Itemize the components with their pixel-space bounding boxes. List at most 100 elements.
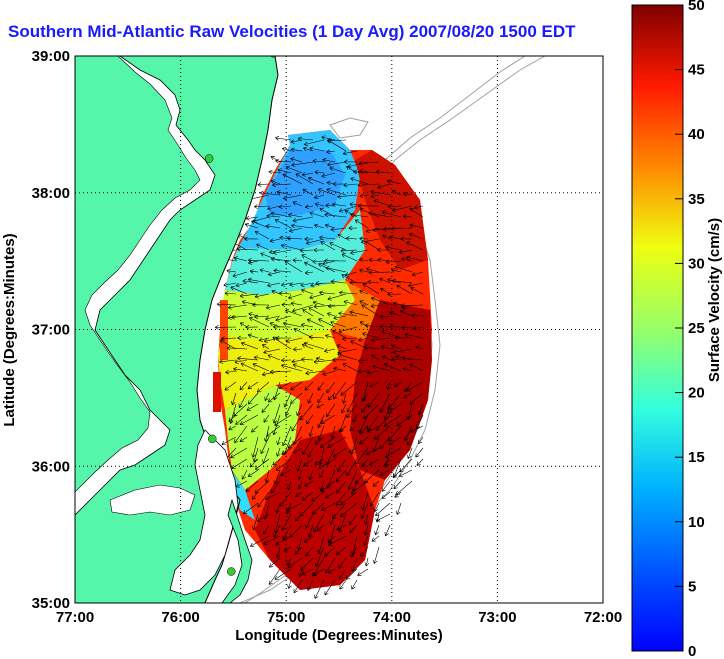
velocity-vector-arrow bbox=[381, 330, 402, 339]
velocity-vector-arrow bbox=[302, 436, 314, 455]
velocity-vector-arrow bbox=[286, 502, 303, 512]
velocity-vector-arrow bbox=[228, 414, 237, 422]
y-tick-label: 37:00 bbox=[32, 322, 70, 339]
velocity-vector-arrow bbox=[321, 172, 336, 178]
velocity-vector-arrow bbox=[340, 491, 358, 505]
velocity-vector-arrow bbox=[236, 246, 259, 252]
velocity-vector-arrow bbox=[370, 303, 380, 309]
velocity-vector-arrow bbox=[359, 169, 380, 174]
velocity-vector-arrow bbox=[357, 203, 380, 209]
velocity-vector-arrow bbox=[370, 337, 391, 343]
velocity-vector-arrow bbox=[239, 322, 248, 328]
velocity-vector-arrow bbox=[244, 236, 259, 242]
velocity-vector-arrow bbox=[336, 546, 347, 556]
velocity-vector-arrow bbox=[269, 369, 292, 375]
velocity-vector-arrow bbox=[326, 381, 336, 394]
velocity-vector-arrow bbox=[377, 247, 391, 253]
velocity-vector-arrow bbox=[386, 179, 402, 185]
velocity-vector-arrow bbox=[333, 315, 347, 320]
velocity-vector-arrow bbox=[332, 381, 347, 400]
velocity-vector-arrow bbox=[233, 403, 248, 417]
velocity-vector-arrow bbox=[348, 225, 358, 231]
velocity-vector-arrow bbox=[276, 447, 281, 457]
velocity-vector-arrow bbox=[242, 278, 259, 284]
velocity-vector-arrow bbox=[312, 158, 325, 164]
velocity-vector-arrow bbox=[314, 458, 325, 465]
velocity-vector-arrow bbox=[402, 214, 413, 219]
velocity-vector-arrow bbox=[254, 293, 270, 299]
velocity-vector-arrow bbox=[357, 368, 369, 374]
velocity-vector-arrow bbox=[328, 535, 347, 546]
velocity-vector-arrow bbox=[343, 300, 358, 306]
velocity-vector-arrow bbox=[231, 392, 237, 406]
velocity-vector-arrow bbox=[257, 381, 270, 393]
velocity-vector-arrow bbox=[394, 491, 402, 498]
velocity-vector-arrow bbox=[297, 480, 303, 490]
y-axis-ticks: 39:00 38:00 37:00 36:00 35:00 bbox=[32, 48, 70, 612]
velocity-vector-arrow bbox=[275, 502, 281, 514]
velocity-vector-arrow bbox=[233, 256, 248, 262]
velocity-vector-arrow bbox=[274, 218, 292, 229]
velocity-vector-arrow bbox=[344, 271, 358, 277]
velocity-vector-arrow bbox=[340, 248, 358, 253]
velocity-vector-arrow bbox=[391, 205, 413, 213]
radar-stations bbox=[204, 56, 277, 576]
velocity-vector-arrow bbox=[317, 188, 336, 196]
velocity-vector-arrow bbox=[361, 491, 369, 511]
velocity-vector-arrow bbox=[332, 329, 347, 339]
velocity-vector-arrow bbox=[381, 491, 391, 499]
radar-station-marker bbox=[204, 154, 214, 163]
velocity-vector-arrow bbox=[407, 447, 413, 459]
velocity-vector-arrow bbox=[315, 280, 336, 286]
velocity-vector-arrow bbox=[292, 447, 303, 454]
velocity-vector-arrow bbox=[381, 355, 391, 361]
velocity-vector-arrow bbox=[245, 215, 259, 221]
velocity-vector-arrow bbox=[280, 243, 303, 251]
velocity-vector-arrow bbox=[373, 425, 391, 440]
velocity-vector-arrow bbox=[272, 182, 292, 188]
velocity-vector-arrow bbox=[239, 293, 259, 299]
velocity-vector-arrow bbox=[247, 381, 259, 390]
velocity-vector-arrow bbox=[282, 524, 292, 541]
velocity-vector-arrow bbox=[370, 193, 380, 199]
velocity-vector-arrow bbox=[303, 458, 314, 467]
velocity-vector-arrow bbox=[409, 363, 424, 372]
velocity-vector-arrow bbox=[370, 189, 391, 196]
velocity-vector-arrow bbox=[226, 345, 248, 351]
velocity-vector-arrow bbox=[360, 403, 369, 413]
velocity-vector-arrow bbox=[319, 235, 336, 240]
velocity-vector-arrow bbox=[354, 219, 369, 229]
velocity-vector-arrow bbox=[403, 392, 413, 399]
velocity-vector-arrow bbox=[317, 381, 325, 391]
velocity-vector-arrow bbox=[224, 381, 237, 391]
velocity-vector-arrow bbox=[252, 513, 259, 531]
velocity-vector-arrow bbox=[272, 324, 292, 330]
velocity-vector-arrow bbox=[311, 491, 325, 502]
velocity-vector-arrow bbox=[312, 259, 325, 264]
velocity-vector-arrow bbox=[400, 236, 413, 242]
velocity-vector-arrow bbox=[247, 277, 270, 284]
velocity-vector-arrow bbox=[219, 359, 237, 364]
velocity-vector-arrow bbox=[325, 447, 336, 466]
velocity-vector-arrow bbox=[359, 289, 369, 295]
velocity-vector-arrow bbox=[245, 324, 259, 330]
velocity-vector-arrow bbox=[337, 458, 347, 473]
velocity-vector-arrow bbox=[277, 168, 292, 174]
velocity-vector-arrow bbox=[251, 491, 259, 500]
velocity-vector-arrow bbox=[296, 403, 303, 416]
velocity-vector-arrow bbox=[307, 524, 314, 538]
velocity-vector-arrow bbox=[379, 469, 391, 476]
velocity-vector-arrow bbox=[302, 309, 314, 317]
velocity-vector-arrow bbox=[363, 403, 380, 420]
velocity-vector-arrow bbox=[305, 546, 314, 557]
velocity-vector-arrow bbox=[304, 270, 314, 276]
velocity-vector-arrow bbox=[346, 392, 358, 413]
velocity-vector-arrow bbox=[367, 279, 380, 285]
velocity-vector-arrow bbox=[367, 392, 380, 408]
velocity-vector-arrow bbox=[330, 320, 347, 328]
velocity-vector-arrow bbox=[234, 425, 248, 444]
velocity-vector-arrow bbox=[263, 348, 281, 355]
colorbar-ticks: 0 5 10 15 20 25 30 35 40 45 50 bbox=[675, 0, 705, 659]
velocity-vector-arrow bbox=[394, 335, 413, 341]
